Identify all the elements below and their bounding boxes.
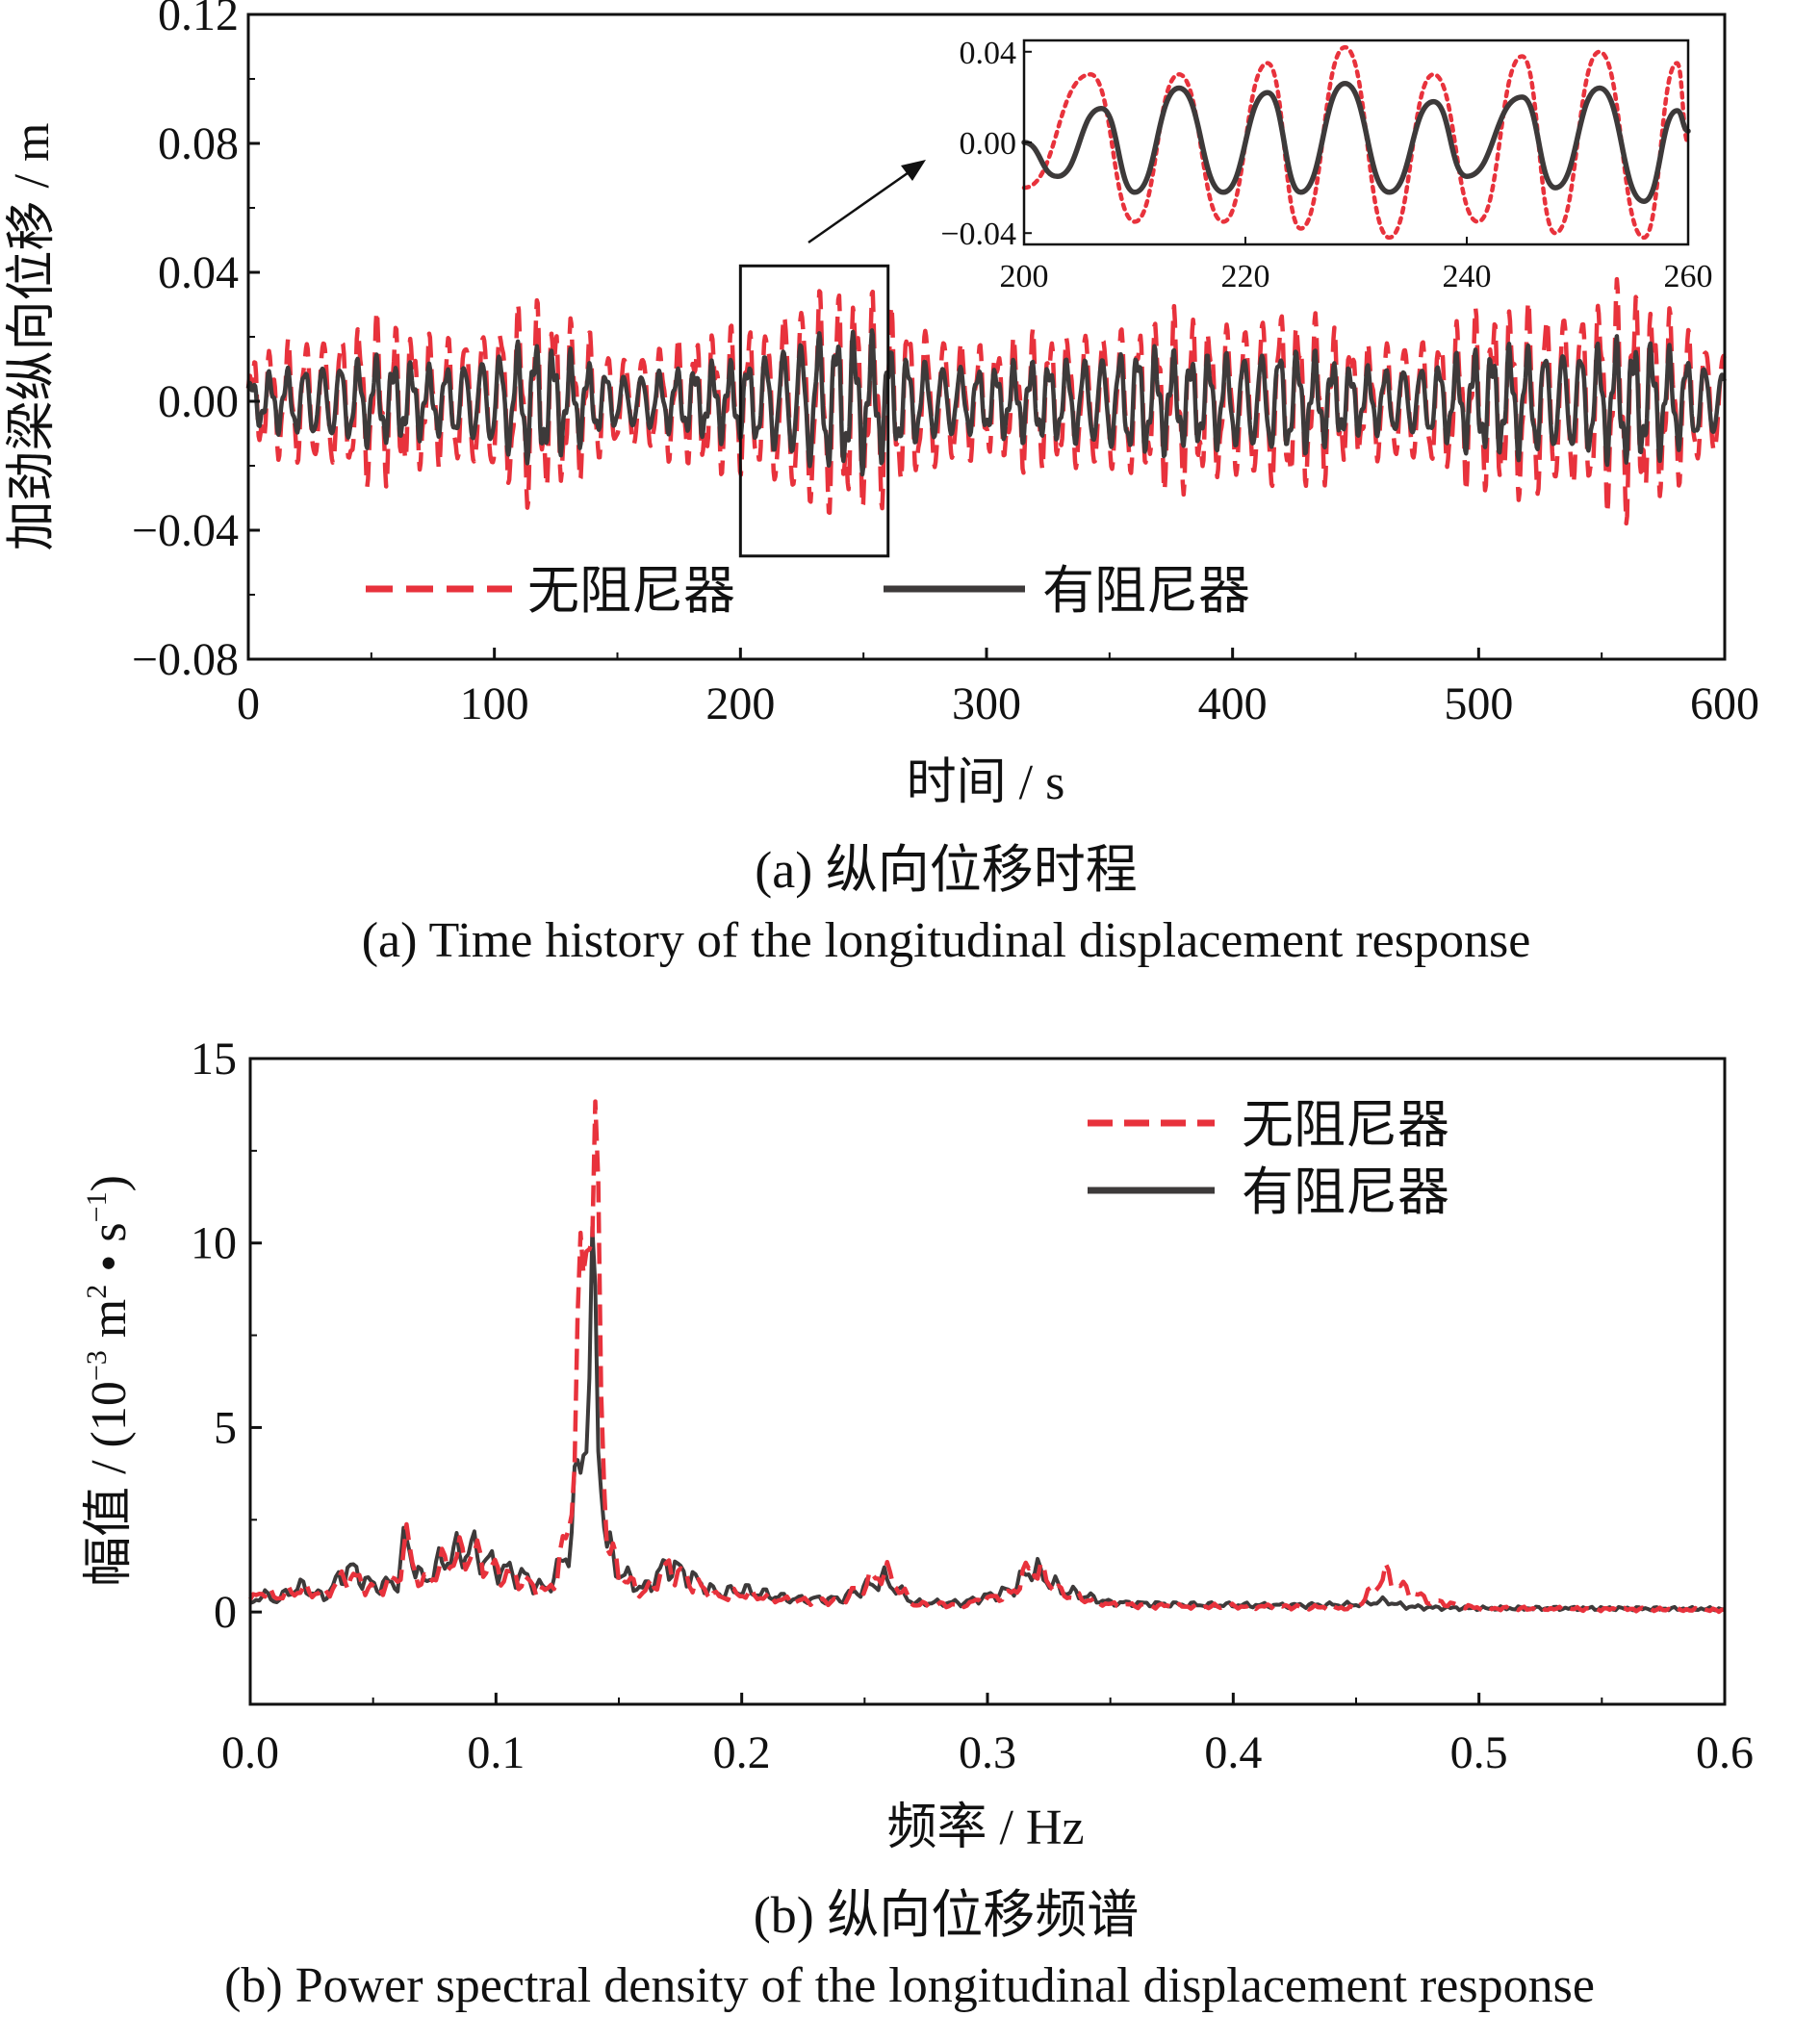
- y-tick-label: 0.08: [158, 118, 239, 169]
- spectrum-ticks: 0.0 0.1 0.2 0.3 0.4 0.5 0.6 0 5 10 15: [191, 1034, 1754, 1778]
- time-history-xlabel: 时间 / s: [907, 755, 1065, 810]
- x-tick-label: 300: [952, 678, 1021, 729]
- inset-series-damped-line: [1021, 81, 1691, 204]
- y-tick-label: −0.08: [132, 634, 239, 685]
- y-tick-label: 0.04: [158, 247, 239, 298]
- inset-x-tick-label: 200: [1000, 259, 1049, 294]
- x-tick-label: 0.6: [1696, 1727, 1754, 1778]
- inset-y-tick-label: −0.04: [940, 217, 1016, 252]
- time-history-ticks: 0 100 200 300 400 500 600 −0.08 −0.04 0.00 0.04 0.0…: [132, 0, 1759, 729]
- spectrum-ylabel-exp2: 2: [81, 1285, 113, 1299]
- zoom-arrow-line: [807, 166, 915, 244]
- x-tick-label: 0.0: [221, 1727, 279, 1778]
- x-tick-label: 0.2: [713, 1727, 771, 1778]
- x-tick-label: 0.3: [959, 1727, 1016, 1778]
- x-tick-label: 0: [237, 678, 260, 729]
- spectrum-ylabel: 幅值 / (10−3 m2 • s−1): [81, 1175, 137, 1587]
- zoom-arrow-head: [901, 160, 926, 181]
- spectrum-xlabel: 频率 / Hz: [886, 1800, 1084, 1855]
- y-tick-label: 0: [214, 1587, 237, 1638]
- legend-label-damped: 有阻尼器: [1042, 562, 1250, 620]
- spectrum-legend: 无阻尼器 有阻尼器: [1088, 1096, 1449, 1221]
- x-tick-label: 0.1: [467, 1727, 525, 1778]
- y-tick-label: 0.00: [158, 376, 239, 427]
- inset-chart: 200 220 240 260 −0.04 0.00 0.04: [940, 36, 1712, 294]
- spectrum-series: [248, 1099, 1726, 1615]
- x-tick-label: 100: [460, 678, 529, 729]
- time-history-series: [245, 276, 1727, 526]
- inset-x-tick-label: 220: [1221, 259, 1270, 294]
- chart-spectrum: 0.0 0.1 0.2 0.3 0.4 0.5 0.6 0 5 10 15 无阻尼器 有阻尼器 频率…: [81, 1034, 1754, 2013]
- spectrum-ylabel-main: 幅值 / (10: [82, 1381, 137, 1587]
- x-tick-label: 0.5: [1450, 1727, 1508, 1778]
- inset-y-tick-label: 0.00: [960, 126, 1017, 162]
- caption-a-chinese: (a) 纵向位移时程: [755, 841, 1137, 899]
- spectrum-series-damped-line: [249, 1224, 1725, 1613]
- caption-a-english: (a) Time history of the longitudinal dis…: [362, 913, 1531, 968]
- y-tick-label: −0.04: [132, 505, 239, 556]
- legend-label-undamped: 无阻尼器: [1242, 1096, 1449, 1154]
- y-tick-label: 5: [214, 1402, 237, 1453]
- caption-b-english: (b) Power spectral density of the longit…: [224, 1958, 1595, 2013]
- y-tick-label: 10: [191, 1218, 237, 1269]
- legend-label-damped: 有阻尼器: [1242, 1163, 1449, 1221]
- x-tick-label: 500: [1444, 678, 1513, 729]
- spectrum-ylabel-exp3: −1: [81, 1191, 113, 1222]
- time-history-legend: 无阻尼器 有阻尼器: [366, 562, 1250, 620]
- inset-series: [1021, 44, 1691, 241]
- chart-time-history: 0 100 200 300 400 500 600 −0.08 −0.04 0.00 0.04 0.0…: [5, 0, 1759, 968]
- spectrum-ylabel-exp1: −3: [81, 1350, 113, 1381]
- y-tick-label: 0.12: [158, 0, 239, 40]
- x-tick-label: 600: [1690, 678, 1759, 729]
- caption-b-chinese: (b) 纵向位移频谱: [754, 1886, 1139, 1944]
- inset-y-tick-label: 0.04: [960, 36, 1017, 71]
- x-tick-label: 0.4: [1204, 1727, 1262, 1778]
- spectrum-ylabel-mid: m: [82, 1299, 137, 1350]
- inset-x-tick-label: 260: [1664, 259, 1713, 294]
- spectrum-ylabel-end: ): [82, 1175, 137, 1191]
- spectrum-series-undamped-line: [248, 1099, 1726, 1615]
- x-tick-label: 200: [705, 678, 775, 729]
- inset-x-tick-label: 240: [1443, 259, 1492, 294]
- series-damped-line: [245, 328, 1727, 477]
- zoom-highlight-box: [738, 264, 890, 558]
- inset-ticks: 200 220 240 260 −0.04 0.00 0.04: [940, 36, 1712, 294]
- x-tick-label: 400: [1198, 678, 1268, 729]
- legend-label-undamped: 无阻尼器: [527, 562, 735, 620]
- time-history-ylabel: 加劲梁纵向位移 / m: [5, 123, 60, 551]
- spectrum-ylabel-mid2: • s: [82, 1222, 137, 1284]
- y-tick-label: 15: [191, 1034, 237, 1085]
